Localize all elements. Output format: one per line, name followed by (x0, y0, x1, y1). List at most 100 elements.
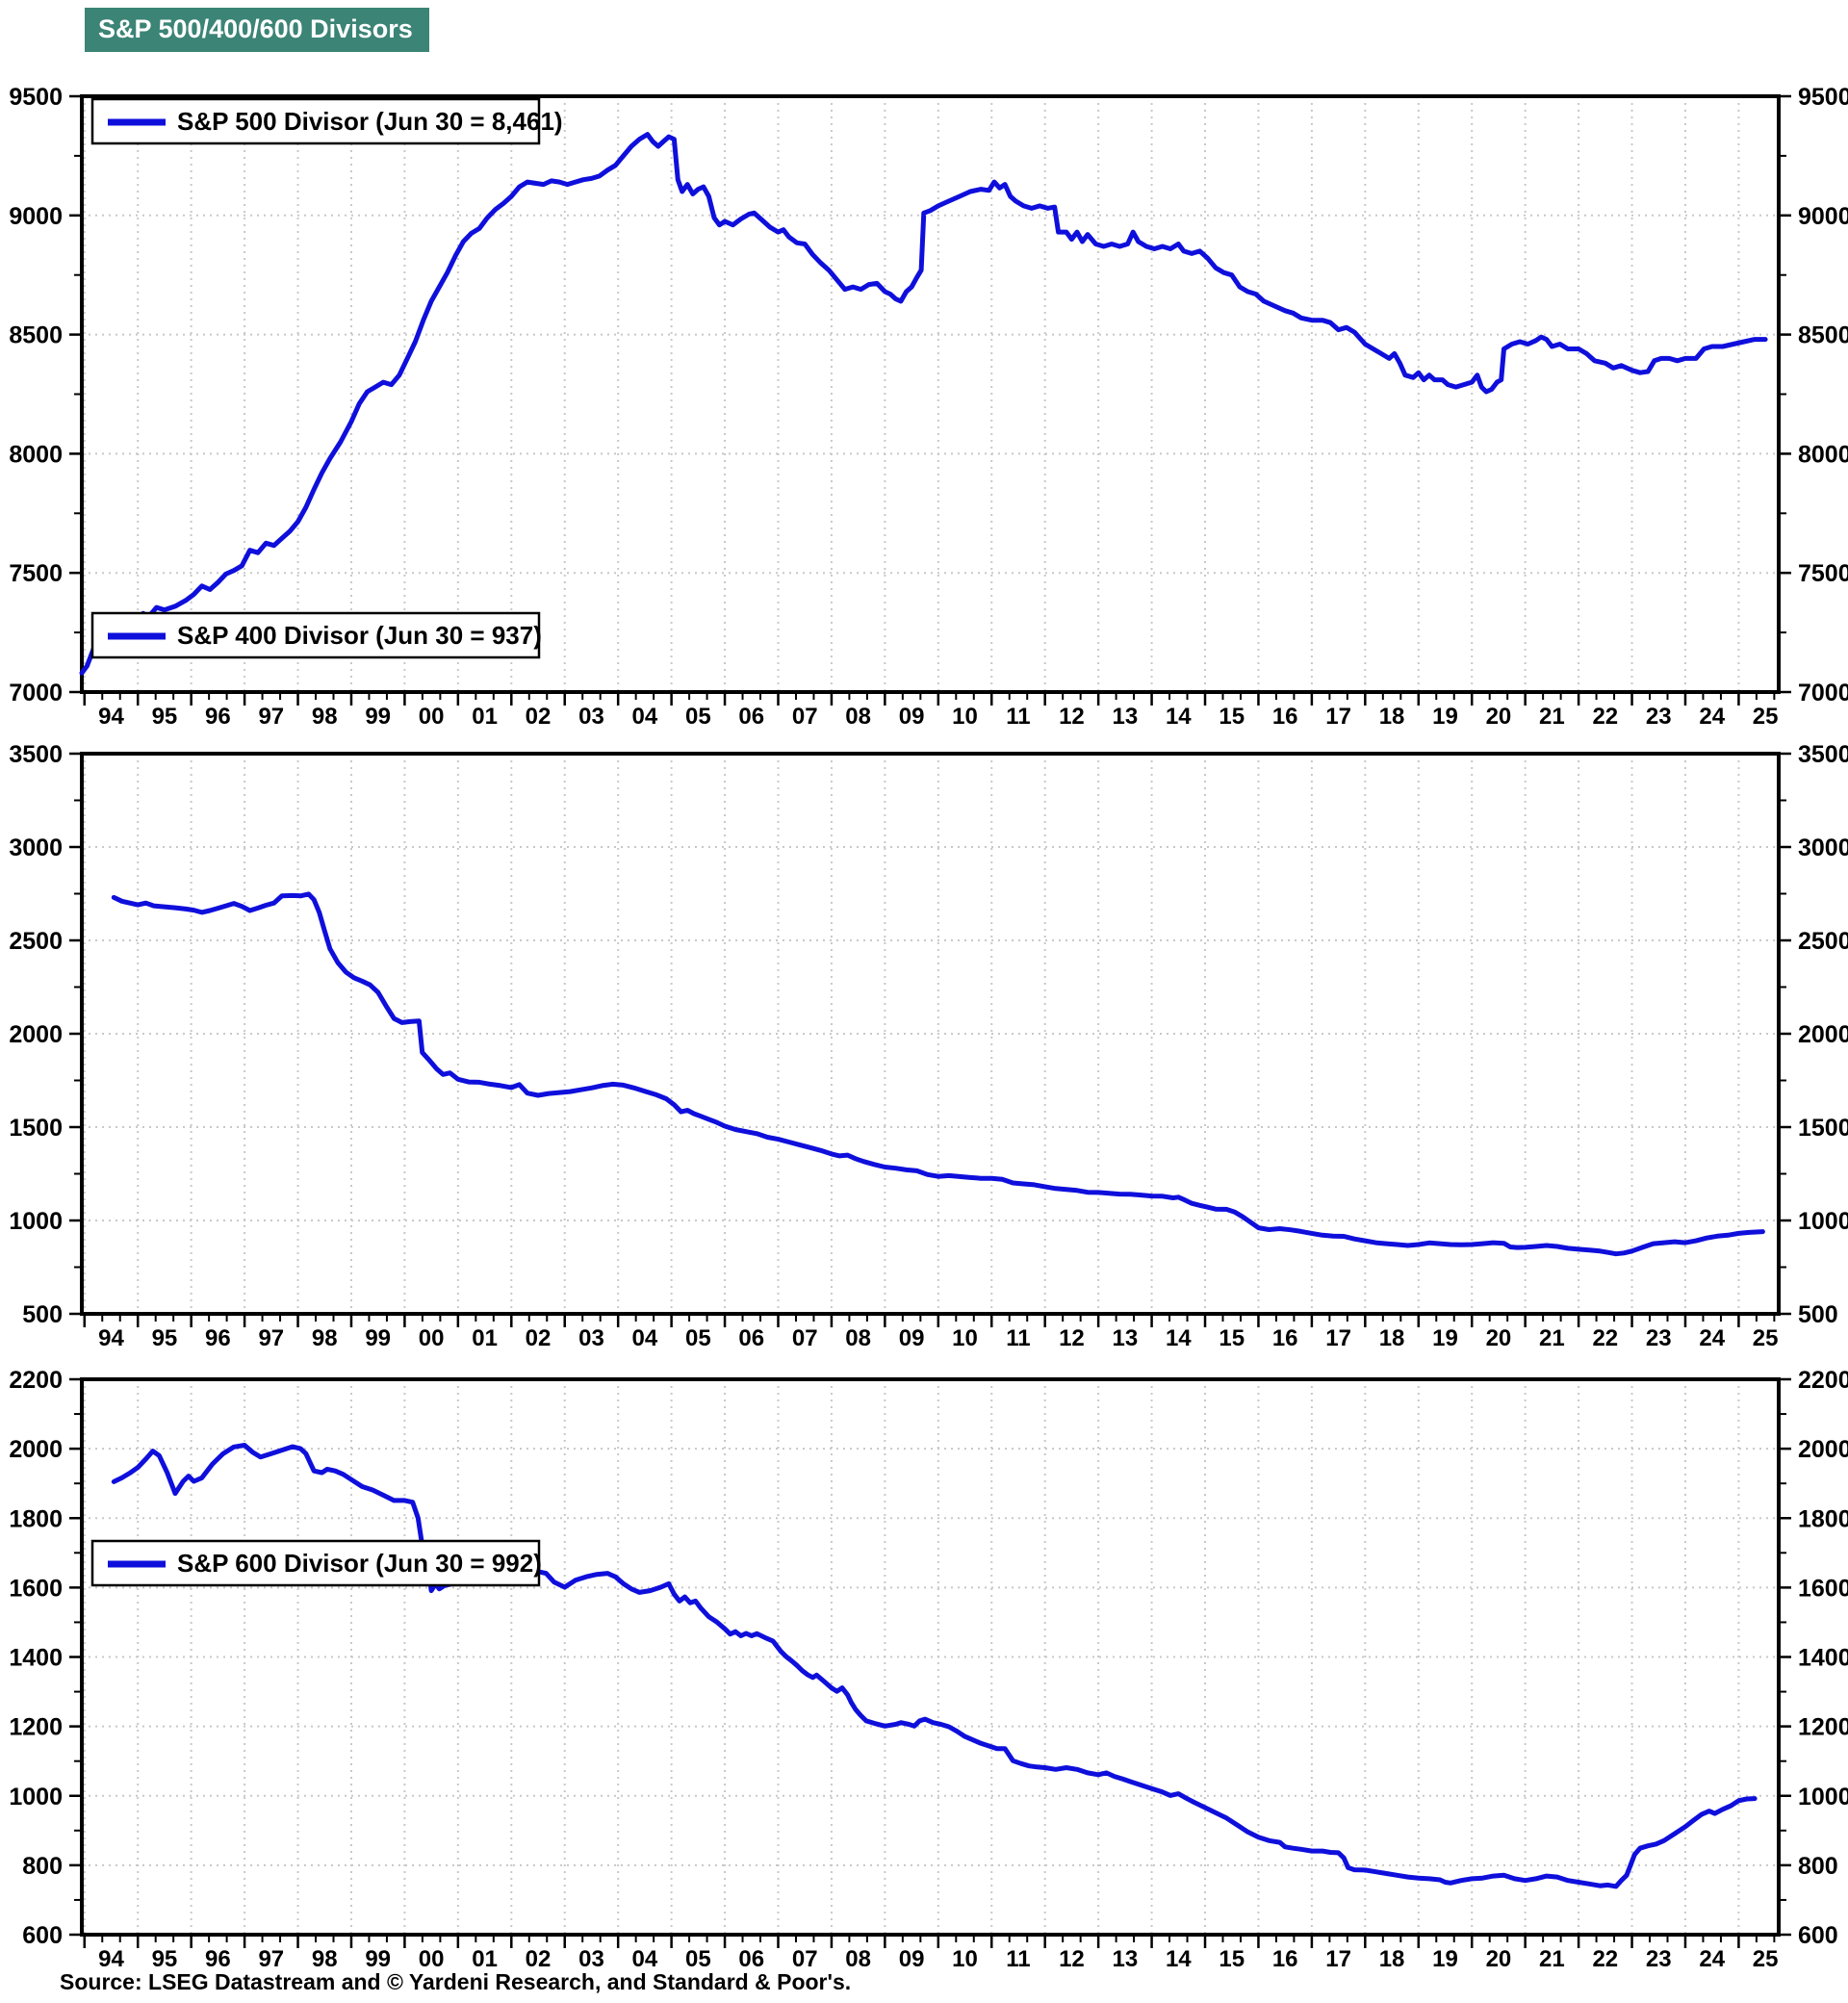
svg-text:02: 02 (526, 704, 552, 730)
gridlines (82, 96, 1779, 692)
svg-text:2500: 2500 (1798, 928, 1848, 955)
svg-text:12: 12 (1059, 1946, 1085, 1972)
svg-text:96: 96 (205, 1325, 231, 1351)
legend-label: S&P 500 Divisor (Jun 30 = 8,461) (177, 107, 563, 136)
svg-text:7500: 7500 (1798, 560, 1848, 587)
svg-text:11: 11 (1006, 1325, 1030, 1351)
svg-text:500: 500 (1798, 1301, 1838, 1328)
svg-text:15: 15 (1219, 1325, 1245, 1351)
svg-text:08: 08 (845, 1946, 871, 1972)
svg-text:14: 14 (1166, 1946, 1192, 1972)
svg-text:500: 500 (22, 1301, 63, 1328)
svg-text:13: 13 (1113, 1325, 1139, 1351)
legend-box: S&P 400 Divisor (Jun 30 = 937) (90, 611, 542, 659)
svg-text:7000: 7000 (1798, 680, 1848, 706)
svg-text:18: 18 (1379, 1325, 1405, 1351)
svg-text:1000: 1000 (9, 1784, 63, 1810)
svg-text:25: 25 (1753, 1325, 1779, 1351)
plot-frame (80, 94, 1781, 694)
x-axis-labels: 94 95 96 97 98 99 00 01 02 03 04 05 06 07 08 09 10 11 12 13… (98, 1946, 1778, 1972)
x-axis-labels: 94 95 96 97 98 99 00 01 02 03 04 05 06 07 08 09 10 11 12 13… (98, 704, 1778, 730)
svg-text:97: 97 (258, 1325, 284, 1351)
svg-text:13: 13 (1113, 704, 1139, 730)
series-line (79, 132, 1768, 676)
svg-text:3000: 3000 (1798, 835, 1848, 861)
svg-text:1600: 1600 (9, 1575, 63, 1602)
svg-text:98: 98 (312, 704, 338, 730)
y-axis-labels: 600 600 800 800 1000 1000 1200 1200 1400 1400 1600… (9, 1367, 1848, 1949)
svg-text:06: 06 (738, 704, 764, 730)
svg-text:600: 600 (22, 1922, 63, 1949)
series-line (111, 891, 1765, 1257)
svg-text:20: 20 (1486, 1325, 1512, 1351)
svg-text:21: 21 (1539, 1946, 1565, 1972)
svg-text:23: 23 (1646, 1946, 1672, 1972)
svg-text:8500: 8500 (1798, 322, 1848, 349)
svg-text:09: 09 (899, 1946, 925, 1972)
svg-text:10: 10 (952, 1325, 978, 1351)
svg-text:2000: 2000 (9, 1021, 63, 1048)
svg-text:8000: 8000 (9, 441, 63, 468)
svg-text:1400: 1400 (1798, 1645, 1848, 1672)
svg-text:03: 03 (578, 1325, 604, 1351)
svg-text:3500: 3500 (9, 741, 63, 768)
svg-text:07: 07 (792, 1325, 818, 1351)
svg-text:2500: 2500 (9, 928, 63, 955)
svg-text:03: 03 (578, 704, 604, 730)
plot-frame (80, 752, 1781, 1316)
svg-text:21: 21 (1539, 704, 1565, 730)
svg-text:09: 09 (899, 704, 925, 730)
svg-text:800: 800 (1798, 1853, 1838, 1880)
svg-text:05: 05 (685, 704, 711, 730)
series-line (111, 1443, 1758, 1889)
svg-text:22: 22 (1592, 704, 1618, 730)
svg-text:07: 07 (792, 704, 818, 730)
svg-text:97: 97 (258, 704, 284, 730)
svg-text:05: 05 (685, 1325, 711, 1351)
legend-label: S&P 600 Divisor (Jun 30 = 992) (177, 1549, 542, 1578)
source-note: Source: LSEG Datastream and © Yardeni Re… (60, 1969, 852, 1994)
svg-text:99: 99 (365, 1325, 391, 1351)
svg-text:94: 94 (98, 1325, 124, 1351)
svg-text:03: 03 (578, 1946, 604, 1972)
svg-text:1600: 1600 (1798, 1575, 1848, 1602)
svg-text:22: 22 (1592, 1946, 1618, 1972)
svg-text:01: 01 (472, 1325, 498, 1351)
svg-text:3500: 3500 (1798, 741, 1848, 768)
svg-text:9000: 9000 (9, 203, 63, 230)
svg-text:98: 98 (312, 1325, 338, 1351)
svg-text:99: 99 (365, 704, 391, 730)
svg-text:02: 02 (526, 1325, 552, 1351)
svg-text:95: 95 (152, 1946, 178, 1972)
svg-text:16: 16 (1272, 1325, 1298, 1351)
svg-text:17: 17 (1325, 704, 1351, 730)
svg-text:17: 17 (1325, 1946, 1351, 1972)
axis-ticks (69, 94, 1791, 706)
svg-text:24: 24 (1699, 1325, 1725, 1351)
plot-frame (80, 1377, 1781, 1937)
svg-text:14: 14 (1166, 704, 1192, 730)
svg-text:01: 01 (472, 1946, 498, 1972)
svg-text:3000: 3000 (9, 835, 63, 861)
svg-text:8500: 8500 (9, 322, 63, 349)
svg-text:04: 04 (632, 1946, 658, 1972)
svg-text:95: 95 (152, 704, 178, 730)
svg-text:20: 20 (1486, 1946, 1512, 1972)
svg-text:23: 23 (1646, 1325, 1672, 1351)
svg-text:25: 25 (1753, 1946, 1779, 1972)
svg-text:04: 04 (632, 704, 658, 730)
svg-text:1500: 1500 (9, 1115, 63, 1142)
svg-text:7000: 7000 (9, 680, 63, 706)
svg-text:15: 15 (1219, 704, 1245, 730)
svg-text:1400: 1400 (9, 1645, 63, 1672)
svg-text:09: 09 (899, 1325, 925, 1351)
svg-text:00: 00 (419, 1946, 445, 1972)
svg-text:16: 16 (1272, 704, 1298, 730)
svg-text:2200: 2200 (1798, 1367, 1848, 1394)
svg-text:11: 11 (1006, 1946, 1030, 1972)
axis-ticks (69, 1377, 1791, 1948)
svg-text:1800: 1800 (9, 1505, 63, 1532)
svg-text:24: 24 (1699, 1946, 1725, 1972)
svg-text:13: 13 (1113, 1946, 1139, 1972)
